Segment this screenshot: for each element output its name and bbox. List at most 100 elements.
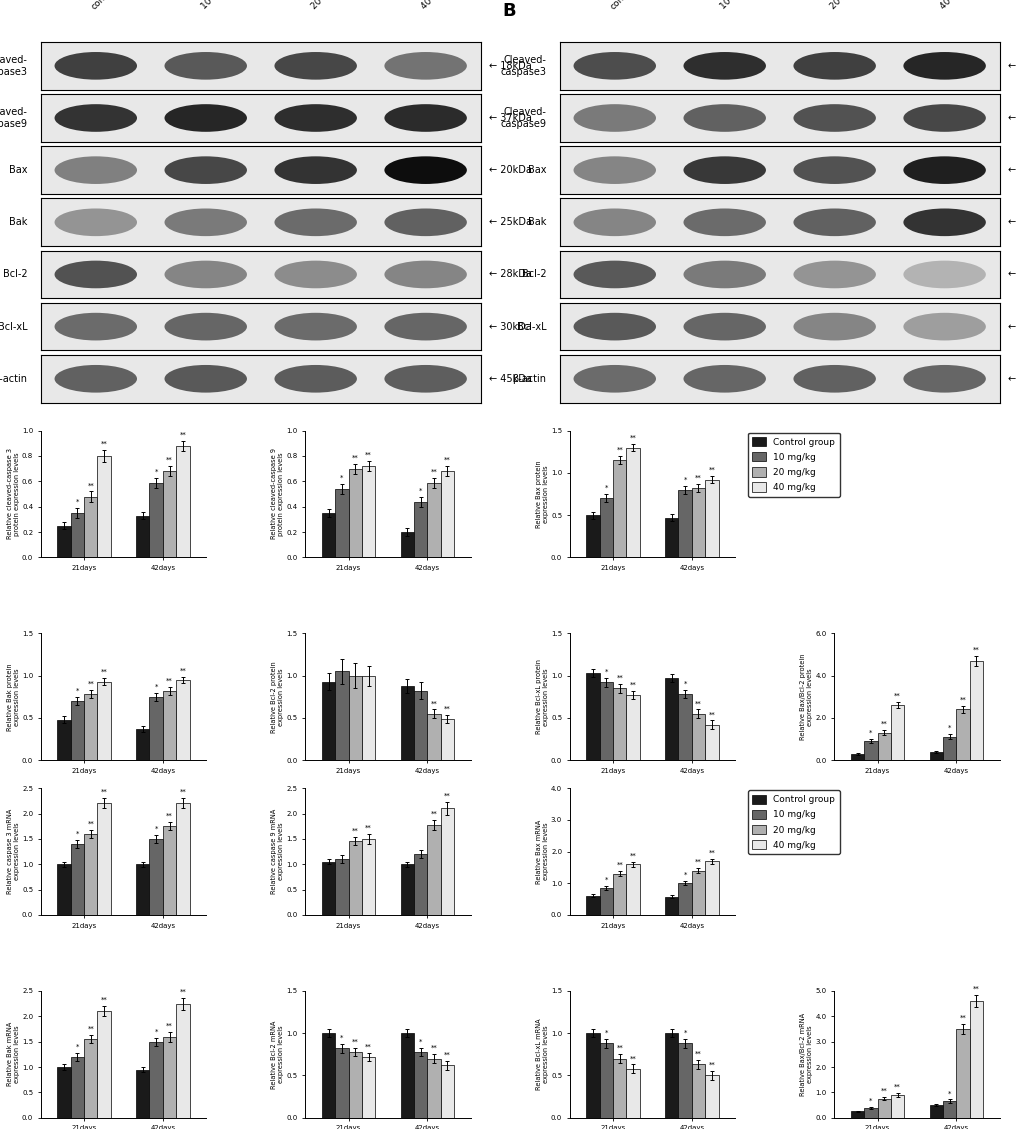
Ellipse shape bbox=[573, 156, 655, 184]
Y-axis label: Relative Bcl-xL protein
expression levels: Relative Bcl-xL protein expression level… bbox=[535, 659, 548, 734]
Ellipse shape bbox=[164, 104, 247, 132]
Text: **: ** bbox=[972, 986, 979, 991]
Bar bbox=[704, 861, 717, 914]
Text: **: ** bbox=[880, 1088, 887, 1094]
Text: **: ** bbox=[894, 693, 900, 699]
Text: β-actin: β-actin bbox=[0, 374, 28, 384]
Ellipse shape bbox=[274, 365, 357, 393]
Text: **: ** bbox=[88, 482, 94, 489]
Bar bbox=[678, 1043, 691, 1118]
Bar bbox=[400, 685, 414, 760]
Text: *: * bbox=[947, 725, 951, 732]
Bar bbox=[362, 1057, 375, 1118]
Bar bbox=[928, 752, 942, 760]
Ellipse shape bbox=[54, 52, 137, 80]
Text: Bcl-xL: Bcl-xL bbox=[517, 322, 546, 332]
Bar bbox=[876, 1099, 890, 1118]
Bar bbox=[57, 526, 70, 558]
Bar bbox=[176, 446, 190, 558]
Bar bbox=[70, 1057, 84, 1118]
Bar bbox=[612, 461, 626, 558]
Bar bbox=[136, 864, 150, 914]
Ellipse shape bbox=[274, 156, 357, 184]
Bar bbox=[136, 516, 150, 558]
Bar bbox=[84, 834, 98, 914]
Text: **: ** bbox=[959, 1015, 965, 1021]
Text: **: ** bbox=[365, 824, 372, 831]
Bar bbox=[664, 518, 678, 558]
Bar bbox=[863, 1108, 876, 1118]
Text: **: ** bbox=[430, 1045, 437, 1051]
Text: **: ** bbox=[708, 849, 714, 856]
Text: β-actin: β-actin bbox=[513, 374, 546, 384]
Text: **: ** bbox=[629, 682, 636, 688]
Bar bbox=[348, 469, 362, 558]
Bar bbox=[664, 1033, 678, 1118]
Ellipse shape bbox=[793, 52, 875, 80]
Legend: Control group, 10 mg/kg, 20 mg/kg, 40 mg/kg: Control group, 10 mg/kg, 20 mg/kg, 40 mg… bbox=[747, 790, 839, 855]
Text: *: * bbox=[75, 499, 79, 505]
Text: ← 30kDa: ← 30kDa bbox=[1008, 322, 1019, 332]
Y-axis label: Relative caspase 9 mRNA
expression levels: Relative caspase 9 mRNA expression level… bbox=[271, 808, 284, 894]
Text: **: ** bbox=[166, 813, 172, 819]
Bar bbox=[176, 1004, 190, 1118]
Bar bbox=[322, 682, 335, 760]
Text: **: ** bbox=[352, 454, 359, 461]
Text: **: ** bbox=[629, 852, 636, 858]
Bar bbox=[890, 706, 904, 760]
Bar bbox=[599, 498, 612, 558]
Y-axis label: Relative Bcl-xL mRNA
expression levels: Relative Bcl-xL mRNA expression levels bbox=[535, 1018, 548, 1091]
Text: **: ** bbox=[430, 469, 437, 474]
Ellipse shape bbox=[683, 52, 765, 80]
Y-axis label: Relative Bax/Bcl-2 protein
expression levels: Relative Bax/Bcl-2 protein expression le… bbox=[800, 654, 812, 739]
Bar bbox=[136, 729, 150, 760]
Text: 10 mg/kg: 10 mg/kg bbox=[199, 0, 235, 11]
Text: Cleaved-
caspase3: Cleaved- caspase3 bbox=[0, 55, 28, 77]
Ellipse shape bbox=[903, 261, 985, 288]
Text: *: * bbox=[75, 831, 79, 837]
Bar bbox=[626, 695, 639, 760]
Text: **: ** bbox=[443, 457, 450, 463]
Text: *: * bbox=[75, 1043, 79, 1050]
Bar bbox=[440, 1066, 453, 1118]
Text: *: * bbox=[947, 1091, 951, 1096]
Text: ← 37kDa: ← 37kDa bbox=[489, 113, 532, 123]
Bar bbox=[586, 673, 599, 760]
Bar bbox=[362, 839, 375, 914]
Ellipse shape bbox=[683, 156, 765, 184]
Text: ← 20kDa: ← 20kDa bbox=[489, 165, 532, 175]
Bar bbox=[664, 896, 678, 914]
Bar bbox=[335, 489, 348, 558]
Text: ← 45kDa: ← 45kDa bbox=[1008, 374, 1019, 384]
Bar bbox=[427, 482, 440, 558]
Bar bbox=[664, 679, 678, 760]
Bar bbox=[163, 691, 176, 760]
Text: **: ** bbox=[88, 821, 94, 826]
Ellipse shape bbox=[54, 209, 137, 236]
Text: **: ** bbox=[708, 467, 714, 473]
Bar bbox=[335, 859, 348, 914]
Text: **: ** bbox=[694, 700, 701, 707]
Bar bbox=[57, 864, 70, 914]
Text: **: ** bbox=[880, 721, 887, 727]
Ellipse shape bbox=[683, 104, 765, 132]
Text: 40 mg/kg: 40 mg/kg bbox=[937, 0, 974, 11]
Ellipse shape bbox=[54, 313, 137, 341]
Ellipse shape bbox=[903, 209, 985, 236]
Y-axis label: Relative cleaved-caspase 3
protein expression levels: Relative cleaved-caspase 3 protein expre… bbox=[7, 448, 19, 540]
Text: Bax: Bax bbox=[528, 165, 546, 175]
Bar bbox=[322, 513, 335, 558]
Text: **: ** bbox=[101, 669, 107, 675]
Ellipse shape bbox=[384, 261, 467, 288]
Bar bbox=[150, 482, 163, 558]
Bar bbox=[678, 490, 691, 558]
Text: **: ** bbox=[166, 457, 172, 463]
Text: **: ** bbox=[352, 829, 359, 834]
Ellipse shape bbox=[793, 104, 875, 132]
Text: **: ** bbox=[101, 997, 107, 1003]
Ellipse shape bbox=[384, 104, 467, 132]
Ellipse shape bbox=[54, 156, 137, 184]
Text: **: ** bbox=[179, 988, 186, 995]
Text: 10 mg/kg: 10 mg/kg bbox=[717, 0, 754, 11]
Text: Cleaved-
caspase9: Cleaved- caspase9 bbox=[500, 107, 546, 129]
